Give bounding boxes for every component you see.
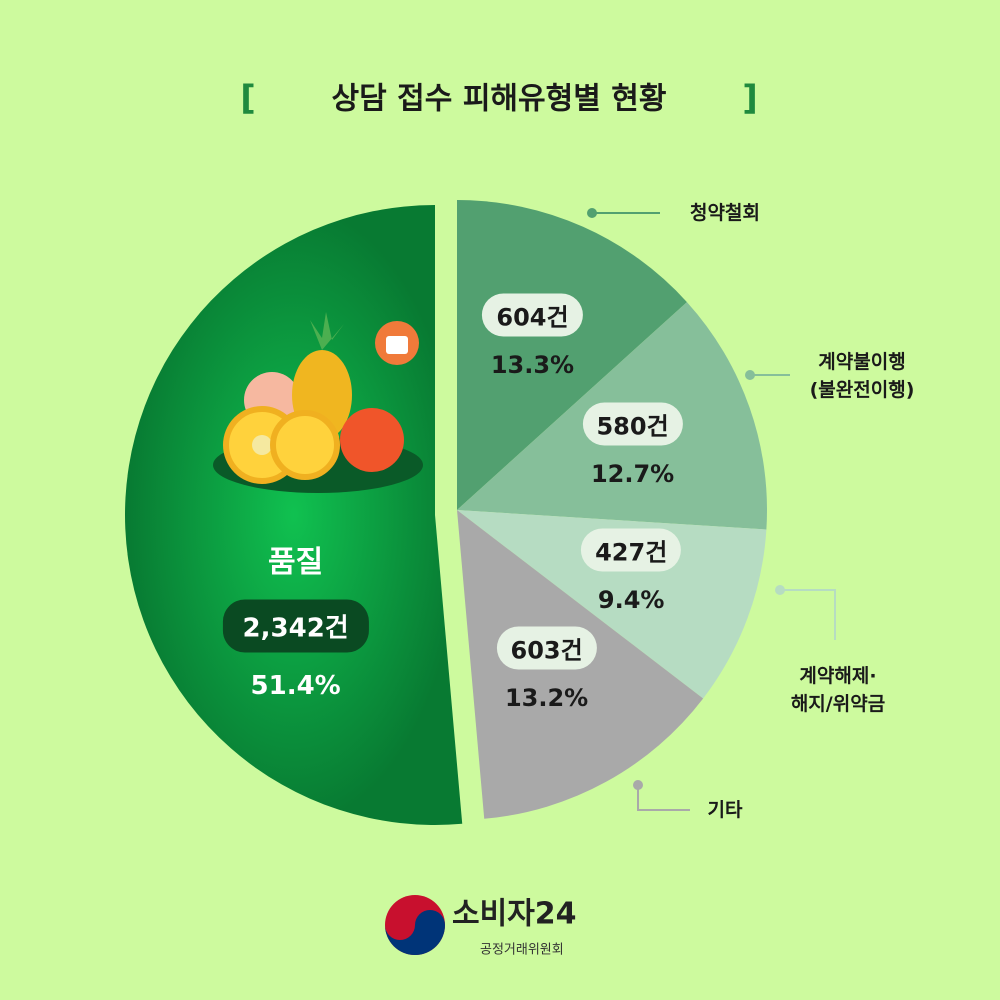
value-label: 9.4% — [597, 586, 665, 615]
pie-slice — [457, 200, 687, 510]
count-label: 580건 — [582, 402, 683, 446]
logo-mark — [385, 895, 445, 955]
count-label: 2,342건 — [222, 599, 369, 653]
pie-slice — [457, 510, 767, 699]
logo-name: 소비자24 — [452, 897, 577, 932]
pie-slice — [124, 205, 463, 826]
value-label: 13.3% — [490, 351, 575, 379]
value-label: 51.4% — [250, 671, 341, 702]
leader-line — [780, 589, 836, 640]
count-label: 603건 — [496, 626, 597, 670]
bracket: ] — [742, 79, 758, 119]
category-label: 계약불이행 (불완전이행) — [809, 351, 915, 401]
value-label: 13.2% — [504, 683, 589, 712]
category-label: 청약철회 — [690, 202, 760, 224]
bracket: [ — [240, 79, 256, 119]
category-label: 기타 — [707, 799, 743, 821]
logo-org: 공정거래위원회 — [480, 943, 564, 958]
fruit-icon — [213, 312, 423, 493]
category-label: 계약해제· 해지/위약금 — [790, 665, 886, 715]
leader-line — [637, 785, 690, 811]
category-label: 품질 — [268, 545, 324, 581]
count-label: 604건 — [482, 293, 583, 337]
count-label: 427건 — [581, 528, 682, 572]
chart-title: 상담 접수 피해유형별 현황 — [332, 82, 667, 117]
value-label: 12.7% — [590, 459, 675, 488]
